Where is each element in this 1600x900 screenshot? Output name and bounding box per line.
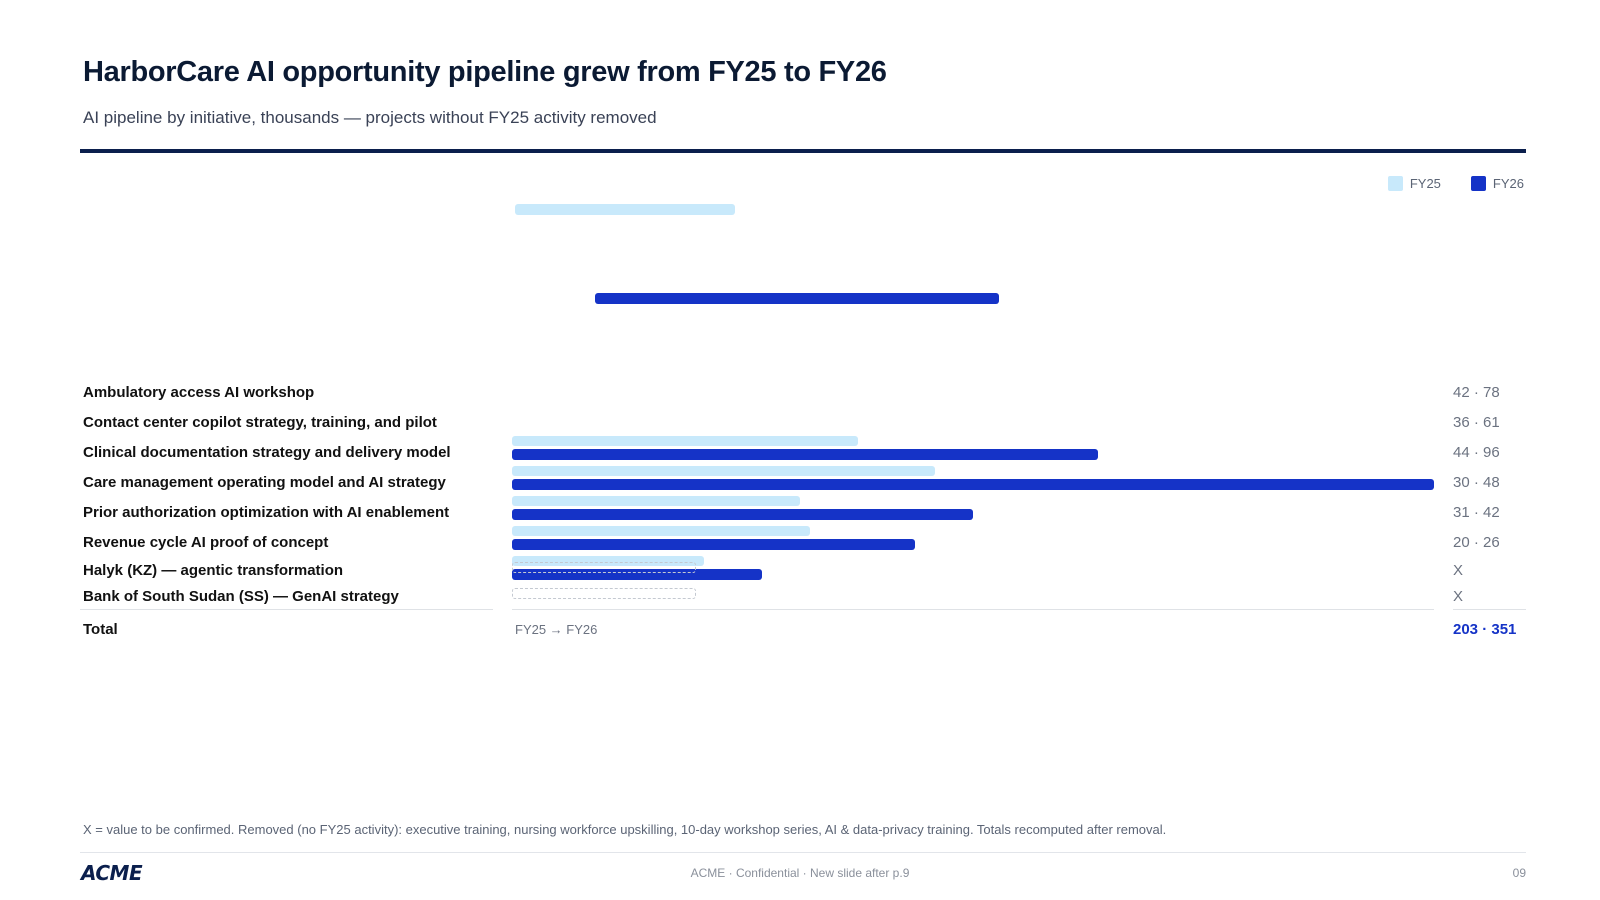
- row-label: Clinical documentation strategy and deli…: [83, 444, 451, 461]
- bar-fy25: [512, 556, 705, 566]
- row-label: Ambulatory access AI workshop: [83, 384, 315, 401]
- slide-subtitle: AI pipeline by initiative, thousands — p…: [83, 108, 657, 127]
- chart-legend: FY25 FY26: [1387, 176, 1524, 191]
- row-label: Contact center copilot strategy, trainin…: [83, 414, 437, 431]
- page-number: 09: [1512, 866, 1526, 880]
- bar-fy26: [512, 569, 762, 580]
- bar-fy26: [512, 449, 1098, 460]
- row-label: Halyk (KZ) — agentic transformation: [83, 562, 344, 579]
- bar-fy26: [512, 479, 1434, 490]
- total-label: Total: [83, 621, 118, 638]
- bar-fy25: [512, 436, 858, 446]
- bar-fy25: [512, 496, 801, 506]
- bar-placeholder: [512, 588, 696, 599]
- row-label: Bank of South Sudan (SS) — GenAI strateg…: [83, 588, 399, 605]
- row-divider-middle: [512, 609, 1434, 610]
- total-value: 203 · 351: [1453, 621, 1517, 638]
- legend-item-fy26: FY26: [1470, 176, 1524, 191]
- row-value: X: [1453, 562, 1464, 579]
- row-value: 30 · 48: [1453, 474, 1500, 491]
- bar-placeholder: [512, 562, 696, 573]
- floating-bar-fy26: [594, 293, 999, 304]
- row-value: X: [1453, 588, 1464, 605]
- row-value: 20 · 26: [1453, 534, 1500, 551]
- row-label: Revenue cycle AI proof of concept: [83, 534, 329, 551]
- floating-bar-fy25: [514, 204, 735, 215]
- footnote: X = value to be confirmed. Removed (no F…: [83, 822, 1167, 837]
- title-rule: [80, 149, 1526, 153]
- footer-text: ACME · Confidential · New slide after p.…: [690, 866, 910, 880]
- slide-title: HarborCare AI opportunity pipeline grew …: [83, 56, 887, 88]
- legend-label-fy26: FY26: [1492, 176, 1524, 191]
- footer-rule: [80, 852, 1526, 853]
- axis-caption: FY25 → FY26: [515, 622, 598, 637]
- legend-swatch-fy26: [1470, 176, 1486, 191]
- row-divider-right: [1453, 609, 1526, 610]
- row-value: 36 · 61: [1453, 414, 1500, 431]
- row-divider-left: [80, 609, 493, 610]
- row-value: 42 · 78: [1453, 384, 1500, 401]
- bar-fy25: [512, 466, 935, 476]
- legend-swatch-fy25: [1387, 176, 1403, 191]
- row-label: Prior authorization optimization with AI…: [83, 504, 450, 521]
- bar-fy26: [512, 539, 916, 550]
- legend-label-fy25: FY25: [1409, 176, 1441, 191]
- bar-fy26: [512, 509, 973, 520]
- legend-item-fy25: FY25: [1387, 176, 1441, 191]
- row-value: 31 · 42: [1453, 504, 1500, 521]
- row-label: Care management operating model and AI s…: [83, 474, 446, 491]
- acme-logo: ACME: [81, 861, 143, 885]
- row-value: 44 · 96: [1453, 444, 1500, 461]
- bar-fy25: [512, 526, 810, 536]
